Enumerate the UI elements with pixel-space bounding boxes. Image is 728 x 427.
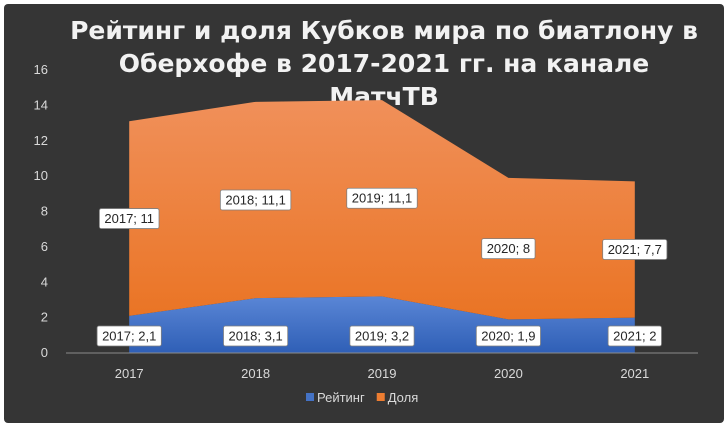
y-tick-label: 2 <box>41 310 48 325</box>
legend-swatch <box>376 393 385 401</box>
x-tick-label: 2017 <box>115 366 144 381</box>
data-label-box <box>219 189 292 211</box>
data-label-box <box>475 325 541 347</box>
data-label-text: 2017; 11 <box>104 211 154 226</box>
legend-label: Рейтинг <box>317 390 365 405</box>
chart-title-line-1: Рейтинг и доля Кубков мира по биатлону в <box>70 16 698 45</box>
x-tick-label: 2018 <box>241 366 270 381</box>
legend-swatch <box>306 393 314 401</box>
data-label-text: 2018; 11,1 <box>225 193 285 208</box>
legend-item: Доля <box>376 390 419 405</box>
data-label-box <box>98 208 160 229</box>
data-label-box <box>481 238 536 260</box>
y-tick-label: 12 <box>34 133 48 148</box>
y-tick-label: 6 <box>41 239 48 254</box>
y-tick-label: 0 <box>41 345 48 360</box>
data-label: 2018; 3,1 <box>223 325 289 347</box>
legend-label: Доля <box>388 390 419 405</box>
y-tick-label: 8 <box>41 204 48 219</box>
area-chart: Рейтинг и доля Кубков мира по биатлону в… <box>34 16 698 405</box>
y-tick-label: 16 <box>34 62 48 77</box>
y-tick-label: 4 <box>41 274 48 289</box>
data-label: 2019; 11,1 <box>346 187 418 209</box>
chart-frame: Рейтинг и доля Кубков мира по биатлону в… <box>4 4 724 423</box>
data-label-text: 2017; 2,1 <box>102 329 156 344</box>
data-label-box <box>96 325 162 347</box>
data-label-box <box>602 239 668 260</box>
data-label-box <box>607 325 662 347</box>
x-axis: 2017 2018 2019 2020 2021 <box>66 352 698 381</box>
data-label-box <box>349 325 415 347</box>
data-label: 2017; 2,1 <box>96 325 162 347</box>
y-tick-label: 10 <box>34 168 48 183</box>
chart-title: Рейтинг и доля Кубков мира по биатлону в… <box>70 16 698 111</box>
data-label: 2020; 1,9 <box>475 325 541 347</box>
x-tick-label: 2019 <box>368 366 397 381</box>
data-label: 2021; 2 <box>607 325 662 347</box>
y-tick-label: 14 <box>34 97 48 112</box>
x-tick-label: 2021 <box>620 366 649 381</box>
data-label: 2021; 7,7 <box>602 239 668 260</box>
area-series <box>129 100 635 353</box>
data-label-text: 2020; 8 <box>487 241 530 256</box>
legend-item: Рейтинг <box>306 390 365 405</box>
y-axis: 0 2 4 6 8 10 12 14 16 <box>34 62 48 360</box>
data-label: 2017; 11 <box>98 208 160 229</box>
data-label-text: 2020; 1,9 <box>481 329 535 344</box>
data-label: 2018; 11,1 <box>219 189 292 211</box>
x-tick-label: 2020 <box>494 366 523 381</box>
legend: Рейтинг Доля <box>306 390 418 405</box>
data-label-text: 2019; 3,2 <box>355 329 409 344</box>
data-label-text: 2021; 7,7 <box>608 242 662 257</box>
chart-title-line-2: Оберхофе в 2017-2021 гг. на канале <box>119 49 650 78</box>
data-label-text: 2021; 2 <box>613 329 656 344</box>
data-labels: 2017; 2,1 2018; 3,1 2019; 3,2 2020; 1,9 2021… <box>96 187 668 347</box>
data-label-box <box>223 325 289 347</box>
data-label: 2019; 3,2 <box>349 325 415 347</box>
data-label-box <box>346 187 418 209</box>
data-label-text: 2018; 3,1 <box>228 329 282 344</box>
data-label-text: 2019; 11,1 <box>352 191 412 206</box>
data-label: 2020; 8 <box>481 238 536 260</box>
area-share <box>129 100 635 320</box>
